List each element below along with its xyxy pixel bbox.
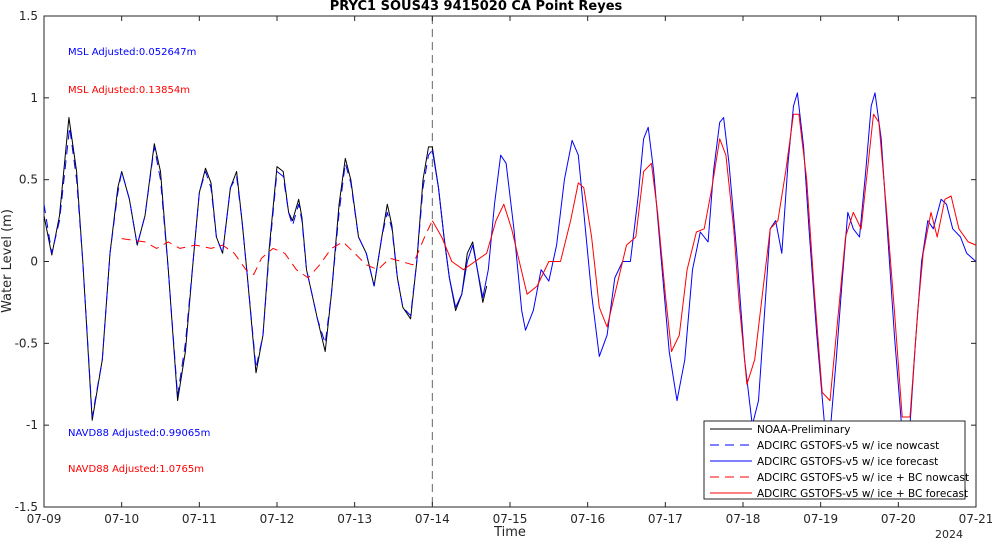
legend-label: ADCIRC GSTOFS-v5 w/ ice forecast: [757, 456, 938, 468]
chart-legend: NOAA-Preliminary ADCIRC GSTOFS-v5 w/ ice …: [703, 420, 969, 500]
x-tick-label: 07-18: [726, 512, 761, 526]
x-tick-label: 07-10: [104, 512, 139, 526]
y-tick-label: 1.5: [19, 9, 38, 23]
y-tick-label: -1.5: [15, 500, 38, 514]
series-line-5: [431, 113, 976, 418]
msl-ice-annotation: MSL Adjusted:0.052647m: [68, 47, 196, 58]
legend-label: NOAA-Preliminary: [757, 424, 850, 436]
legend-label: ADCIRC GSTOFS-v5 w/ ice + BC nowcast: [757, 472, 969, 484]
x-tick-label: 07-20: [881, 512, 916, 526]
series-line-2: [44, 126, 433, 418]
x-tick-label: 07-21: [959, 512, 992, 526]
x-tick-label: 07-12: [260, 512, 295, 526]
x-axis-label: Time: [493, 525, 526, 540]
chart-title: PRYC1 SOUS43 9415020 CA Point Reyes: [330, 0, 623, 14]
series-layer: [44, 92, 976, 434]
legend-label: ADCIRC GSTOFS-v5 w/ ice nowcast: [757, 440, 939, 452]
y-tick-label: 1: [30, 91, 38, 105]
x-tick-label: 07-13: [337, 512, 372, 526]
x-tick-label: 07-17: [648, 512, 683, 526]
ticks-layer: 07-09 07-10 07-11 07-12 07-13 07-14 07-15 07-16…: [15, 9, 992, 526]
x-tick-label: 07-19: [803, 512, 838, 526]
y-tick-label: 0.5: [19, 173, 38, 187]
series-line-4: [121, 220, 433, 279]
series-line-1: [44, 117, 488, 421]
msl-bc-annotation: MSL Adjusted:0.13854m: [68, 85, 190, 96]
x-tick-label: 07-09: [27, 512, 62, 526]
navd-bc-annotation: NAVD88 Adjusted:1.0765m: [68, 464, 204, 475]
legend-box: [703, 420, 966, 500]
x-tick-label: 07-15: [493, 512, 528, 526]
y-tick-label: -0.5: [15, 336, 38, 350]
x-tick-label: 07-14: [415, 512, 450, 526]
y-tick-label: -1: [26, 418, 38, 432]
y-tick-label: 0: [30, 255, 38, 269]
navd-ice-annotation: NAVD88 Adjusted:0.99065m: [68, 428, 210, 439]
x-tick-label: 07-16: [570, 512, 605, 526]
legend-label: ADCIRC GSTOFS-v5 w/ ice + BC forecast: [757, 488, 968, 500]
legend-items: NOAA-Preliminary ADCIRC GSTOFS-v5 w/ ice …: [710, 424, 969, 500]
y-axis-label: Water Level (m): [0, 209, 15, 313]
x-tick-label: 07-11: [182, 512, 217, 526]
series-line-3: [431, 92, 976, 434]
year-label: 2024: [935, 528, 963, 541]
